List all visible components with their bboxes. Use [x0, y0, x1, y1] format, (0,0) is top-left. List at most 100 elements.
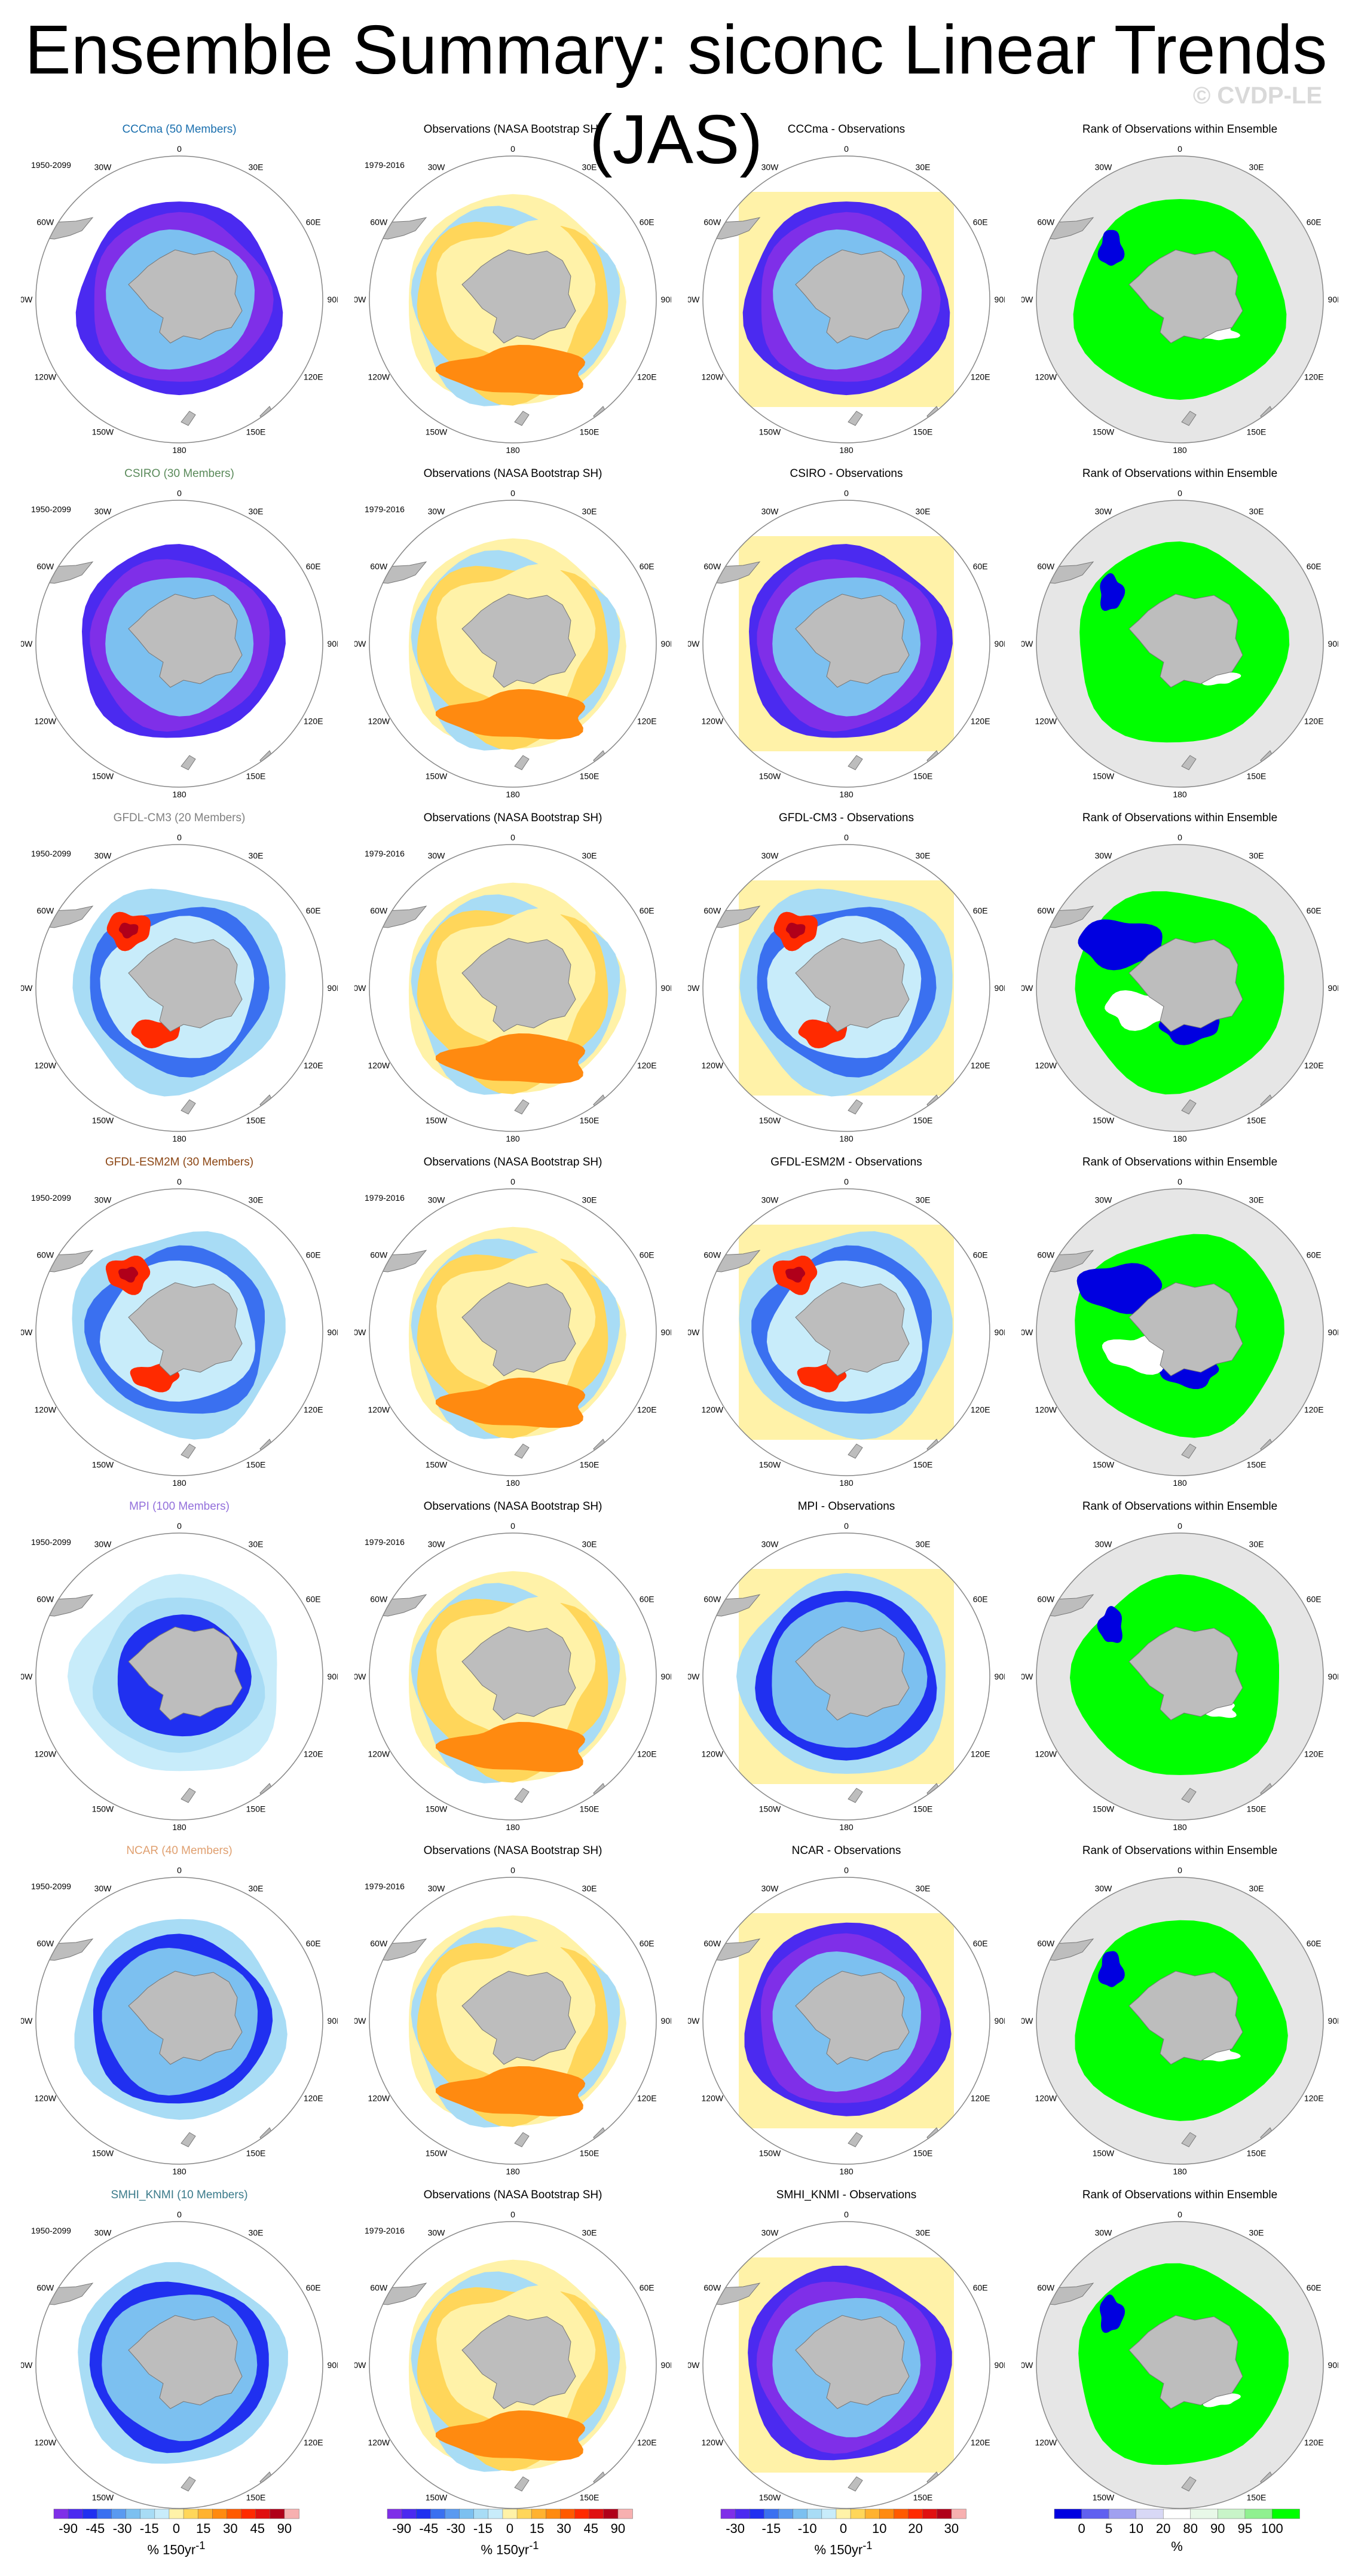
longitude-label: 30W — [94, 850, 112, 860]
longitude-label: 30E — [582, 1195, 597, 1204]
longitude-label: 60E — [973, 218, 988, 227]
panel-r7-c3: SMHI_KNMI - Observations 0 30E 60E 90E 120E 15… — [679, 2189, 1014, 2532]
panel-title: GFDL-CM3 - Observations — [779, 812, 914, 824]
longitude-label: 120E — [1304, 1749, 1324, 1759]
longitude-label: 30W — [1095, 506, 1113, 516]
longitude-label: 90W — [21, 639, 33, 648]
longitude-label: 60W — [1037, 1939, 1055, 1948]
panel-title: GFDL-ESM2M (30 Members) — [105, 1156, 254, 1168]
longitude-label: 120W — [702, 1061, 724, 1070]
colorbar-swatch — [1190, 2508, 1219, 2519]
longitude-label: 90E — [995, 1672, 1005, 1681]
longitude-label: 60E — [1307, 218, 1322, 227]
longitude-label: 30W — [94, 2228, 112, 2237]
longitude-label: 150W — [759, 1804, 781, 1814]
longitude-label: 90W — [21, 983, 33, 993]
colorbar-units-text: % 150yr — [814, 2542, 863, 2557]
panel-period: 1979-2016 — [365, 1537, 405, 1547]
panel-r1-c4-map — [1036, 155, 1324, 443]
colorbar-swatch — [1218, 2508, 1246, 2519]
longitude-label: 60W — [370, 906, 388, 916]
longitude-label: 150W — [759, 772, 781, 781]
longitude-label: 150E — [246, 2149, 266, 2158]
panel-r6-c2: Observations (NASA Bootstrap SH) 1979-201… — [345, 1844, 680, 2188]
longitude-label: 90E — [661, 1327, 671, 1337]
longitude-label: 120E — [1304, 717, 1324, 726]
colorbar-swatch — [212, 2508, 228, 2519]
colorbar-swatch — [169, 2508, 184, 2519]
panel-r5-c4: Rank of Observations within Ensemble 0 30E… — [1013, 1500, 1347, 1843]
colorbar-swatch — [197, 2508, 213, 2519]
longitude-label: 90E — [1328, 2016, 1338, 2026]
longitude-label: 60E — [973, 2283, 988, 2293]
panel-r4-c2-svg: 0 30E 60E 90E 120E 150E 180 150W 120W 90W 60W 30W — [354, 1177, 671, 1488]
longitude-label: 150E — [246, 1116, 266, 1125]
longitude-label: 120E — [637, 1749, 657, 1759]
panel-title: Rank of Observations within Ensemble — [1082, 123, 1278, 136]
colorbar-tick-label: 20 — [908, 2521, 922, 2536]
longitude-label: 150E — [913, 772, 933, 781]
longitude-label: 30W — [1095, 1883, 1113, 1893]
colorbar-tick-label: 0 — [506, 2521, 513, 2536]
panel-r4-c2: Observations (NASA Bootstrap SH) 1979-201… — [345, 1156, 680, 1499]
colorbar-swatch — [793, 2508, 808, 2519]
longitude-label: 60W — [1037, 906, 1055, 916]
longitude-label: 60W — [703, 906, 721, 916]
panel-r2-c3: CSIRO - Observations 0 30E 60E 90E 120E 150E 18… — [679, 467, 1014, 810]
colorbar-swatch — [764, 2508, 779, 2519]
colorbar-tick-label: 90 — [611, 2521, 625, 2536]
longitude-label: 120W — [702, 717, 724, 726]
panel-r1-c2: Observations (NASA Bootstrap SH) 1979-201… — [345, 123, 680, 466]
longitude-label: 30W — [1095, 1195, 1113, 1204]
longitude-label: 30W — [761, 1883, 779, 1893]
panel-r1-c4: Rank of Observations within Ensemble 0 30E… — [1013, 123, 1347, 466]
map-boundary — [369, 500, 657, 788]
panel-title: Observations (NASA Bootstrap SH) — [423, 467, 602, 480]
longitude-label: 0 — [510, 488, 515, 498]
longitude-label: 30W — [761, 162, 779, 172]
longitude-label: 180 — [172, 790, 186, 799]
longitude-label: 30E — [916, 1539, 931, 1549]
longitude-label: 60W — [370, 1595, 388, 1604]
colorbar-swatch — [154, 2508, 170, 2519]
longitude-label: 120W — [702, 1405, 724, 1415]
map-boundary — [702, 2221, 990, 2509]
longitude-label: 30E — [916, 850, 931, 860]
longitude-label: 0 — [1177, 488, 1182, 498]
longitude-label: 120E — [971, 372, 990, 382]
longitude-label: 150E — [913, 1116, 933, 1125]
longitude-label: 0 — [510, 1521, 515, 1531]
panel-r7-c3-svg: 030E60E90E120E150E180150W120W90W60W30W — [688, 2210, 1005, 2520]
map-boundary — [369, 155, 657, 443]
panel-r5-c2: Observations (NASA Bootstrap SH) 1979-201… — [345, 1500, 680, 1843]
longitude-label: 60E — [640, 1595, 654, 1604]
panel-r6-c4: Rank of Observations within Ensemble 0 30E… — [1013, 1844, 1347, 2188]
longitude-label: 150E — [913, 1460, 933, 1470]
colorbar-tick-label: 5 — [1105, 2521, 1112, 2536]
longitude-label: 30E — [1249, 1539, 1264, 1549]
longitude-label: 0 — [1177, 1177, 1182, 1186]
longitude-label: 120W — [35, 1405, 57, 1415]
panel-title: CCCma - Observations — [787, 123, 906, 136]
longitude-label: 90E — [995, 2360, 1005, 2370]
colorbar-swatch — [502, 2508, 518, 2519]
longitude-label: 150W — [1093, 2493, 1115, 2502]
colorbar-swatch — [255, 2508, 271, 2519]
longitude-label: 0 — [510, 144, 515, 154]
colorbar-swatch — [241, 2508, 256, 2519]
panel-r3-c2-svg: 0 30E 60E 90E 120E 150E 180 150W 120W 90W 60W 30W — [354, 833, 671, 1143]
panel-r2-c4-map — [1036, 500, 1324, 788]
colorbar-swatch — [894, 2508, 909, 2519]
longitude-label: 90E — [328, 1327, 338, 1337]
panel-r5-c2-map — [369, 1532, 657, 1821]
longitude-label: 180 — [172, 2167, 186, 2176]
longitude-label: 0 — [844, 488, 849, 498]
longitude-label: 90E — [995, 983, 1005, 993]
colorbar-tick-label: -90 — [392, 2521, 411, 2536]
longitude-label: 180 — [1173, 445, 1187, 455]
longitude-label: 30E — [1249, 1883, 1264, 1893]
longitude-label: 60W — [370, 218, 388, 227]
panel-r2-c1-svg: 0 30E 60E 90E 120E 150E 180 150W 120W 90W 60W 30W — [21, 488, 338, 799]
panel-r3-c4: Rank of Observations within Ensemble 0 30E… — [1013, 812, 1347, 1155]
